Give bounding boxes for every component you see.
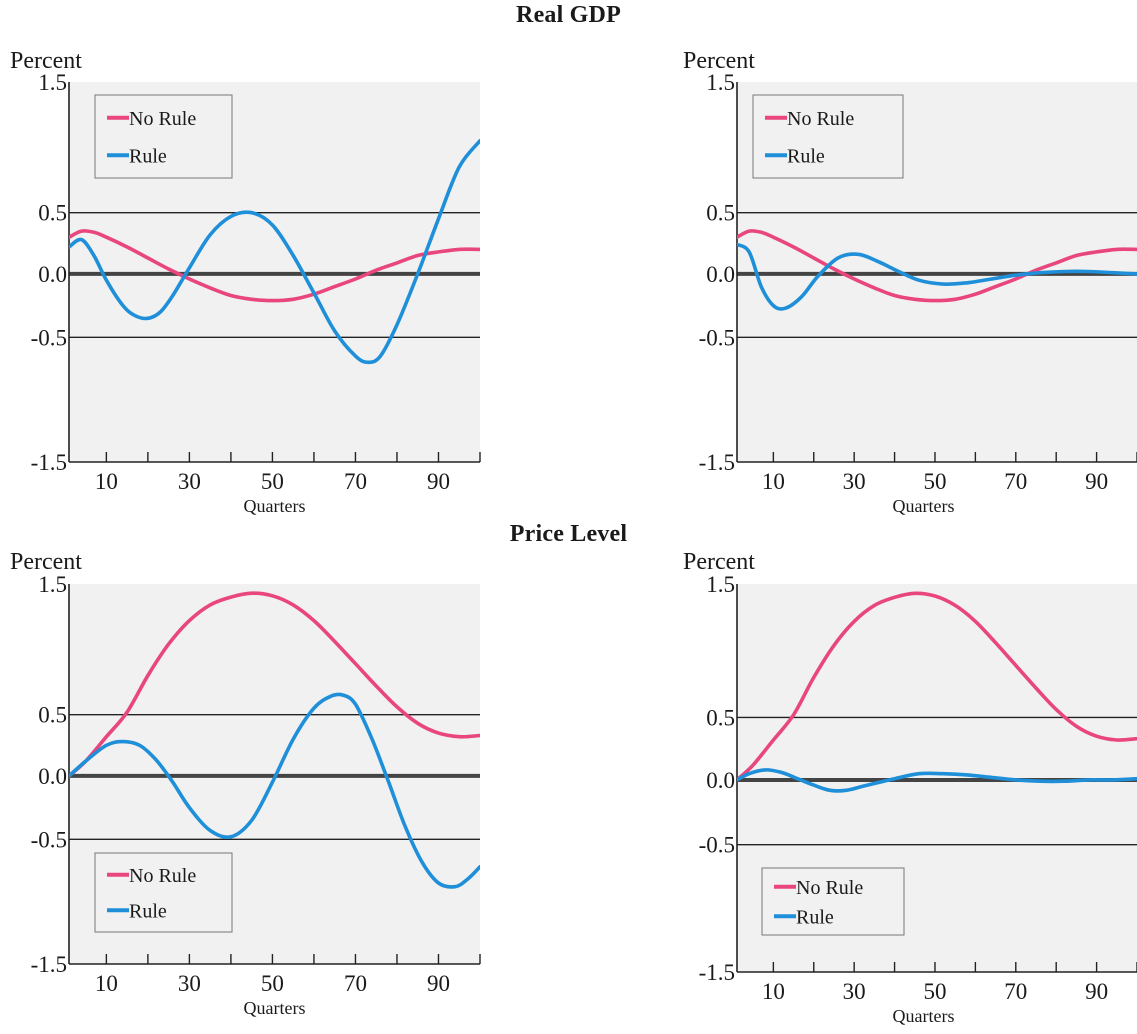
x-tick-label: 50: [261, 469, 284, 494]
series-line-no-rule: [69, 229, 480, 303]
x-axis-label: Quarters: [244, 496, 306, 516]
legend-label: Rule: [787, 145, 825, 167]
y-tick-label: -1.5: [31, 952, 67, 977]
section-title-price-level: Price Level: [509, 521, 628, 547]
x-tick-label: 90: [1085, 469, 1108, 494]
y-tick-label: 1.5: [38, 572, 67, 597]
x-tick-label: 10: [95, 971, 118, 996]
y-axis-label: Percent: [683, 549, 755, 575]
y-tick-label: 0.0: [706, 768, 735, 793]
y-tick-label: 0.0: [38, 262, 67, 287]
legend-box: [94, 852, 233, 933]
legend-box: [761, 867, 905, 936]
x-tick-label: 70: [1004, 469, 1027, 494]
y-tick-label: 1.5: [38, 70, 67, 95]
legend-label: No Rule: [787, 108, 854, 130]
series-line-no-rule: [737, 229, 1137, 303]
chart-panel-2: 10 30 50 70 90 1.5 0.5 0.0 -0.5 -1.5 Percent Quarte…: [683, 48, 1137, 516]
y-tick-label: -1.5: [699, 450, 735, 475]
y-tick-label: -0.5: [699, 325, 735, 350]
legend-label: No Rule: [796, 877, 863, 899]
x-tick-label: 10: [762, 469, 785, 494]
y-tick-label: 0.5: [706, 705, 735, 730]
series-line-rule: [69, 139, 480, 365]
x-axis-label: Quarters: [893, 1006, 955, 1026]
series-line-rule: [737, 768, 1137, 793]
x-tick-label: 10: [95, 469, 118, 494]
y-tick-label: 0.5: [38, 703, 67, 728]
y-tick-label: 0.5: [38, 201, 67, 226]
x-tick-label: 30: [178, 469, 201, 494]
x-tick-label: 70: [344, 469, 367, 494]
legend-box: [752, 94, 904, 179]
x-tick-label: 90: [1085, 979, 1108, 1004]
y-tick-label: -0.5: [699, 833, 735, 858]
y-tick-label: -0.5: [31, 827, 67, 852]
series-line-rule: [737, 242, 1137, 311]
x-tick-label: 30: [178, 971, 201, 996]
x-tick-label: 50: [923, 979, 946, 1004]
chart-panel-3: 10 30 50 70 90 1.5 0.5 0.0 -0.5 -1.5 Percent Quarte…: [10, 549, 481, 1018]
x-tick-label: 30: [843, 469, 866, 494]
x-tick-label: 90: [427, 469, 450, 494]
series-line-rule: [69, 692, 480, 889]
y-tick-label: 0.0: [706, 262, 735, 287]
x-tick-label: 70: [1004, 979, 1027, 1004]
section-title-real-gdp: Real GDP: [516, 2, 621, 28]
x-tick-label: 50: [261, 971, 284, 996]
y-tick-label: -1.5: [699, 960, 735, 985]
x-tick-label: 10: [762, 979, 785, 1004]
y-axis-label: Percent: [10, 549, 82, 575]
legend: No Rule Rule: [94, 852, 233, 933]
y-tick-label: 0.0: [38, 764, 67, 789]
legend-label: Rule: [129, 145, 167, 167]
x-tick-label: 70: [344, 971, 367, 996]
legend: No Rule Rule: [94, 94, 233, 179]
x-tick-label: 30: [843, 979, 866, 1004]
legend-box: [94, 94, 233, 179]
legend: No Rule Rule: [761, 867, 905, 936]
y-tick-label: 1.5: [706, 572, 735, 597]
y-axis-label: Percent: [10, 48, 82, 74]
legend-label: Rule: [796, 906, 834, 928]
legend-label: Rule: [129, 900, 167, 922]
y-tick-label: 1.5: [706, 70, 735, 95]
y-tick-label: -0.5: [31, 325, 67, 350]
x-axis-label: Quarters: [893, 496, 955, 516]
y-tick-label: -1.5: [31, 450, 67, 475]
x-axis-label: Quarters: [244, 998, 306, 1018]
y-axis-label: Percent: [683, 48, 755, 74]
x-tick-label: 50: [923, 469, 946, 494]
chart-panel-1: 10 30 50 70 90 1.5 0.5 0.0 -0.5 -1.5 Percent Quarte…: [10, 48, 481, 516]
legend-label: No Rule: [129, 865, 196, 887]
y-tick-label: 0.5: [706, 201, 735, 226]
chart-panel-4: 10 30 50 70 90 1.5 0.5 0.0 -0.5 -1.5 Percent Quarte…: [683, 549, 1137, 1026]
series-line-no-rule: [737, 591, 1137, 782]
legend-label: No Rule: [129, 108, 196, 130]
x-tick-label: 90: [427, 971, 450, 996]
series-line-no-rule: [69, 591, 480, 778]
legend: No Rule Rule: [752, 94, 904, 179]
